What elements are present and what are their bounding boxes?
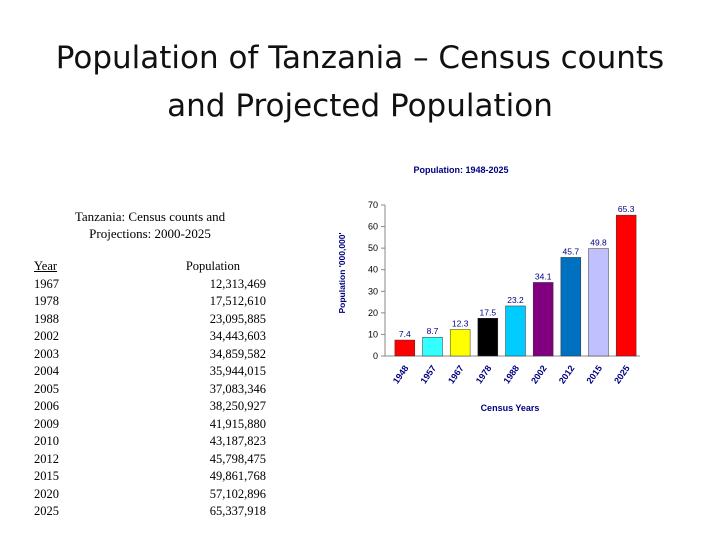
bar-chart-svg: Population: 1948-2025 Population '000,00… <box>337 165 640 413</box>
cell-year: 1988 <box>34 311 59 326</box>
bar-value-label: 49.8 <box>590 238 607 248</box>
bar-value-label: 12.3 <box>452 318 469 328</box>
bar-value-label: 8.7 <box>427 326 439 336</box>
x-tick-label: 2025 <box>612 363 632 385</box>
bar-value-label: 34.1 <box>535 271 552 281</box>
table-row: 2002 34,443,603 <box>34 328 266 346</box>
bar-2012 <box>560 257 582 357</box>
cell-population: 35,944,015 <box>209 364 266 378</box>
x-tick-label: 2012 <box>557 363 577 385</box>
table-row: 2025 65,337,918 <box>34 503 266 521</box>
bar-2025 <box>615 214 637 357</box>
x-axis-label: Census Years <box>481 403 540 413</box>
x-tick-label: 1988 <box>501 363 521 385</box>
table-row: 2004 35,944,015 <box>34 363 266 381</box>
table-row: 2009 41,915,880 <box>34 416 266 434</box>
bar-value-label: 17.5 <box>480 307 497 317</box>
y-tick-label: 50 <box>368 243 378 253</box>
cell-population: 41,915,880 <box>209 416 266 431</box>
bar-1957 <box>422 336 443 357</box>
cell-population: 12,313,469 <box>209 276 266 291</box>
x-tick-label: 2002 <box>529 363 549 385</box>
cell-year: 2012 <box>34 451 59 466</box>
table-header: Year Population <box>34 258 266 276</box>
table-body: 1967 12,313,469 1978 17,512,610 1988 23,095,8… <box>34 276 266 521</box>
y-tick-label: 10 <box>368 329 378 339</box>
bar-value-label: 7.4 <box>399 329 411 339</box>
slide-title: Population of Tanzania – Census counts a… <box>0 34 720 130</box>
cell-year: 2020 <box>34 486 59 501</box>
cell-population: 49,861,768 <box>209 469 266 483</box>
bar-2002 <box>532 282 554 357</box>
cell-population: 37,083,346 <box>209 381 266 396</box>
cell-population: 45,798,475 <box>209 451 266 466</box>
cell-year: 1967 <box>34 276 59 291</box>
table-caption: Tanzania: Census counts and Projections:… <box>30 208 270 242</box>
cell-population: 38,250,927 <box>209 399 266 413</box>
table-row: 2003 34,859,582 <box>34 346 266 364</box>
table-row: 1967 12,313,469 <box>34 276 266 294</box>
slide-title-line-1: Population of Tanzania – Census counts <box>55 40 665 76</box>
chart-title: Population: 1948-2025 <box>413 165 508 175</box>
table-row: 1988 23,095,885 <box>34 311 266 329</box>
table-row: 2006 38,250,927 <box>34 398 266 416</box>
x-tick-label: 1948 <box>391 363 411 385</box>
y-tick-label: 30 <box>368 286 378 296</box>
table-row: 2005 37,083,346 <box>34 381 266 399</box>
table-caption-line-1: Tanzania: Census counts and <box>74 209 226 224</box>
y-tick-label: 70 <box>368 200 378 210</box>
table-caption-line-2: Projections: 2000-2025 <box>89 226 211 241</box>
cell-population: 17,512,610 <box>209 294 266 308</box>
bar-1967 <box>449 329 471 357</box>
table-row: 2015 49,861,768 <box>34 468 266 486</box>
cell-year: 2015 <box>34 469 59 483</box>
cell-population: 57,102,896 <box>209 486 266 501</box>
y-tick-label: 60 <box>368 222 378 232</box>
cell-population: 23,095,885 <box>209 311 266 326</box>
x-tick-label: 1967 <box>446 363 466 385</box>
table-row: 2012 45,798,475 <box>34 451 266 469</box>
x-tick-label: 2015 <box>584 363 604 385</box>
cell-population: 34,443,603 <box>209 329 266 343</box>
population-chart: Population: 1948-2025 Population '000,00… <box>330 155 660 420</box>
cell-year: 2002 <box>34 329 59 343</box>
bar-value-label: 23.2 <box>507 295 524 305</box>
bar-value-label: 65.3 <box>618 204 635 214</box>
slide-title-line-2: and Projected Population <box>167 88 553 124</box>
cell-year: 2005 <box>34 381 59 396</box>
y-tick-label: 20 <box>368 308 378 318</box>
y-tick-label: 0 <box>373 351 378 361</box>
cell-year: 2010 <box>34 434 59 448</box>
x-tick-label: 1957 <box>418 363 438 385</box>
y-axis-label: Population '000,000' <box>337 232 347 313</box>
cell-population: 65,337,918 <box>209 504 266 518</box>
header-population: Population <box>185 259 240 273</box>
bar-1978 <box>477 318 499 357</box>
cell-year: 2025 <box>34 504 59 518</box>
bar-1988 <box>505 305 526 357</box>
cell-population: 43,187,823 <box>209 434 266 448</box>
cell-year: 1978 <box>34 294 59 308</box>
cell-year: 2006 <box>34 399 59 413</box>
chart-bars: 7.4 1948 8.7 1957 12.3 1967 17.5 1978 23.2 1988 34… <box>391 204 637 386</box>
bar-value-label: 45.7 <box>563 246 580 256</box>
header-year: Year <box>34 259 58 273</box>
table-row: 2020 57,102,896 <box>34 486 266 504</box>
x-tick-label: 1978 <box>474 363 494 385</box>
population-table: Year Population 1967 12,313,469 1978 17,512… <box>34 258 266 521</box>
bar-1948 <box>394 339 416 357</box>
cell-year: 2003 <box>34 346 59 361</box>
cell-year: 2004 <box>34 364 59 378</box>
bar-2015 <box>588 248 609 357</box>
cell-population: 34,859,582 <box>209 346 266 361</box>
table-row: 1978 17,512,610 <box>34 293 266 311</box>
cell-year: 2009 <box>34 416 59 431</box>
table-row: 2010 43,187,823 <box>34 433 266 451</box>
y-tick-label: 40 <box>368 265 378 275</box>
